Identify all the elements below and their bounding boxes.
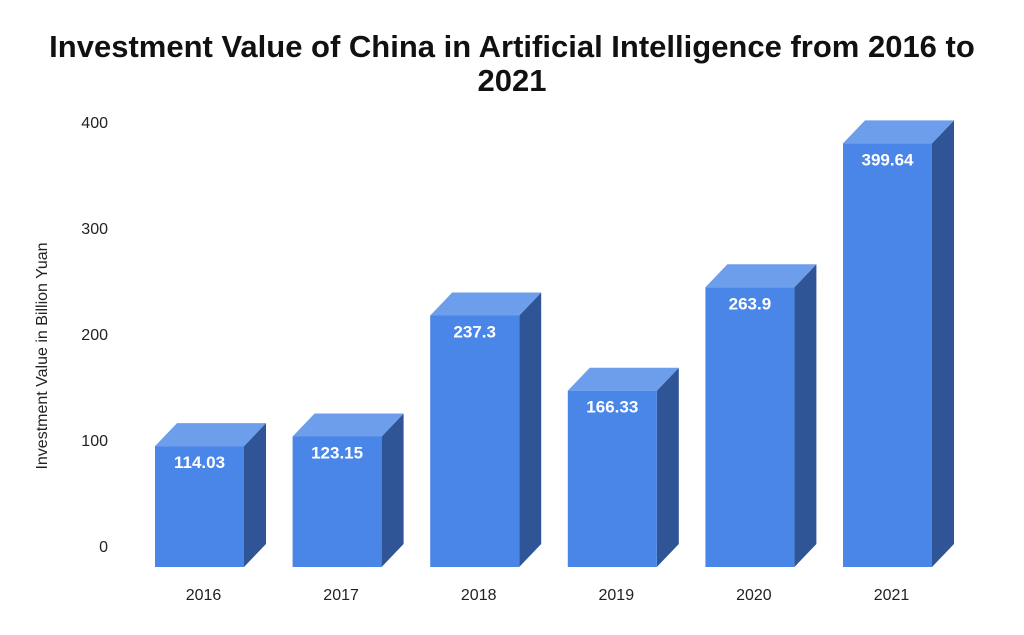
bar-top [843, 120, 954, 144]
y-tick-label: 400 [81, 115, 108, 132]
y-tick-label: 100 [81, 433, 108, 450]
bar-front [155, 446, 244, 567]
x-tick-label: 2018 [461, 587, 497, 604]
bar-top [430, 292, 542, 316]
x-tick-label: 2017 [323, 587, 359, 604]
bar-side [932, 120, 954, 568]
x-tick-label: 2021 [874, 587, 910, 604]
bar-side [794, 264, 817, 567]
bar-2020: 263.9 [705, 264, 817, 567]
data-label: 399.64 [862, 150, 915, 169]
bar-top [292, 413, 404, 437]
bar-front [843, 143, 932, 568]
x-axis: 2016 2017 2018 2019 2020 2021 [186, 587, 910, 604]
x-tick-label: 2019 [599, 587, 635, 604]
bar-2016: 114.03 [155, 423, 266, 567]
chart-title-line-2: 2021 [477, 63, 547, 98]
data-label: 166.33 [586, 398, 638, 417]
bar-top [705, 264, 817, 288]
bar-2021: 399.64 [843, 120, 954, 568]
data-label: 263.9 [729, 294, 772, 313]
x-tick-label: 2016 [186, 587, 222, 604]
y-axis-title: Investment Value in Billion Yuan [34, 242, 51, 469]
data-label: 123.15 [311, 443, 363, 462]
chart-title-line-1: Investment Value of China in Artificial … [49, 29, 975, 64]
x-tick-label: 2020 [736, 587, 772, 604]
bar-side [244, 423, 266, 567]
data-label: 114.03 [174, 453, 225, 472]
bar-2017: 123.15 [292, 413, 404, 567]
bar-side [519, 292, 542, 567]
bar-2018: 237.3 [430, 292, 542, 567]
chart-title: Investment Value of China in Artificial … [0, 30, 1024, 98]
bar-side [656, 367, 679, 567]
bar-front [567, 390, 657, 567]
bar-front [430, 315, 520, 567]
y-tick-label: 0 [99, 539, 108, 556]
bars: 114.03 123.15 237.3 166.33 263.9 399.64 [155, 120, 954, 568]
bar-front [705, 287, 795, 567]
y-tick-label: 300 [81, 221, 108, 238]
bar-top [155, 423, 266, 447]
bar-top [567, 367, 679, 391]
data-label: 237.3 [453, 322, 496, 341]
bar-front [292, 436, 382, 567]
bar-2019: 166.33 [567, 367, 679, 567]
bar-side [381, 413, 404, 567]
y-axis: 0 100 200 300 400 [81, 115, 108, 556]
y-tick-label: 200 [81, 327, 108, 344]
